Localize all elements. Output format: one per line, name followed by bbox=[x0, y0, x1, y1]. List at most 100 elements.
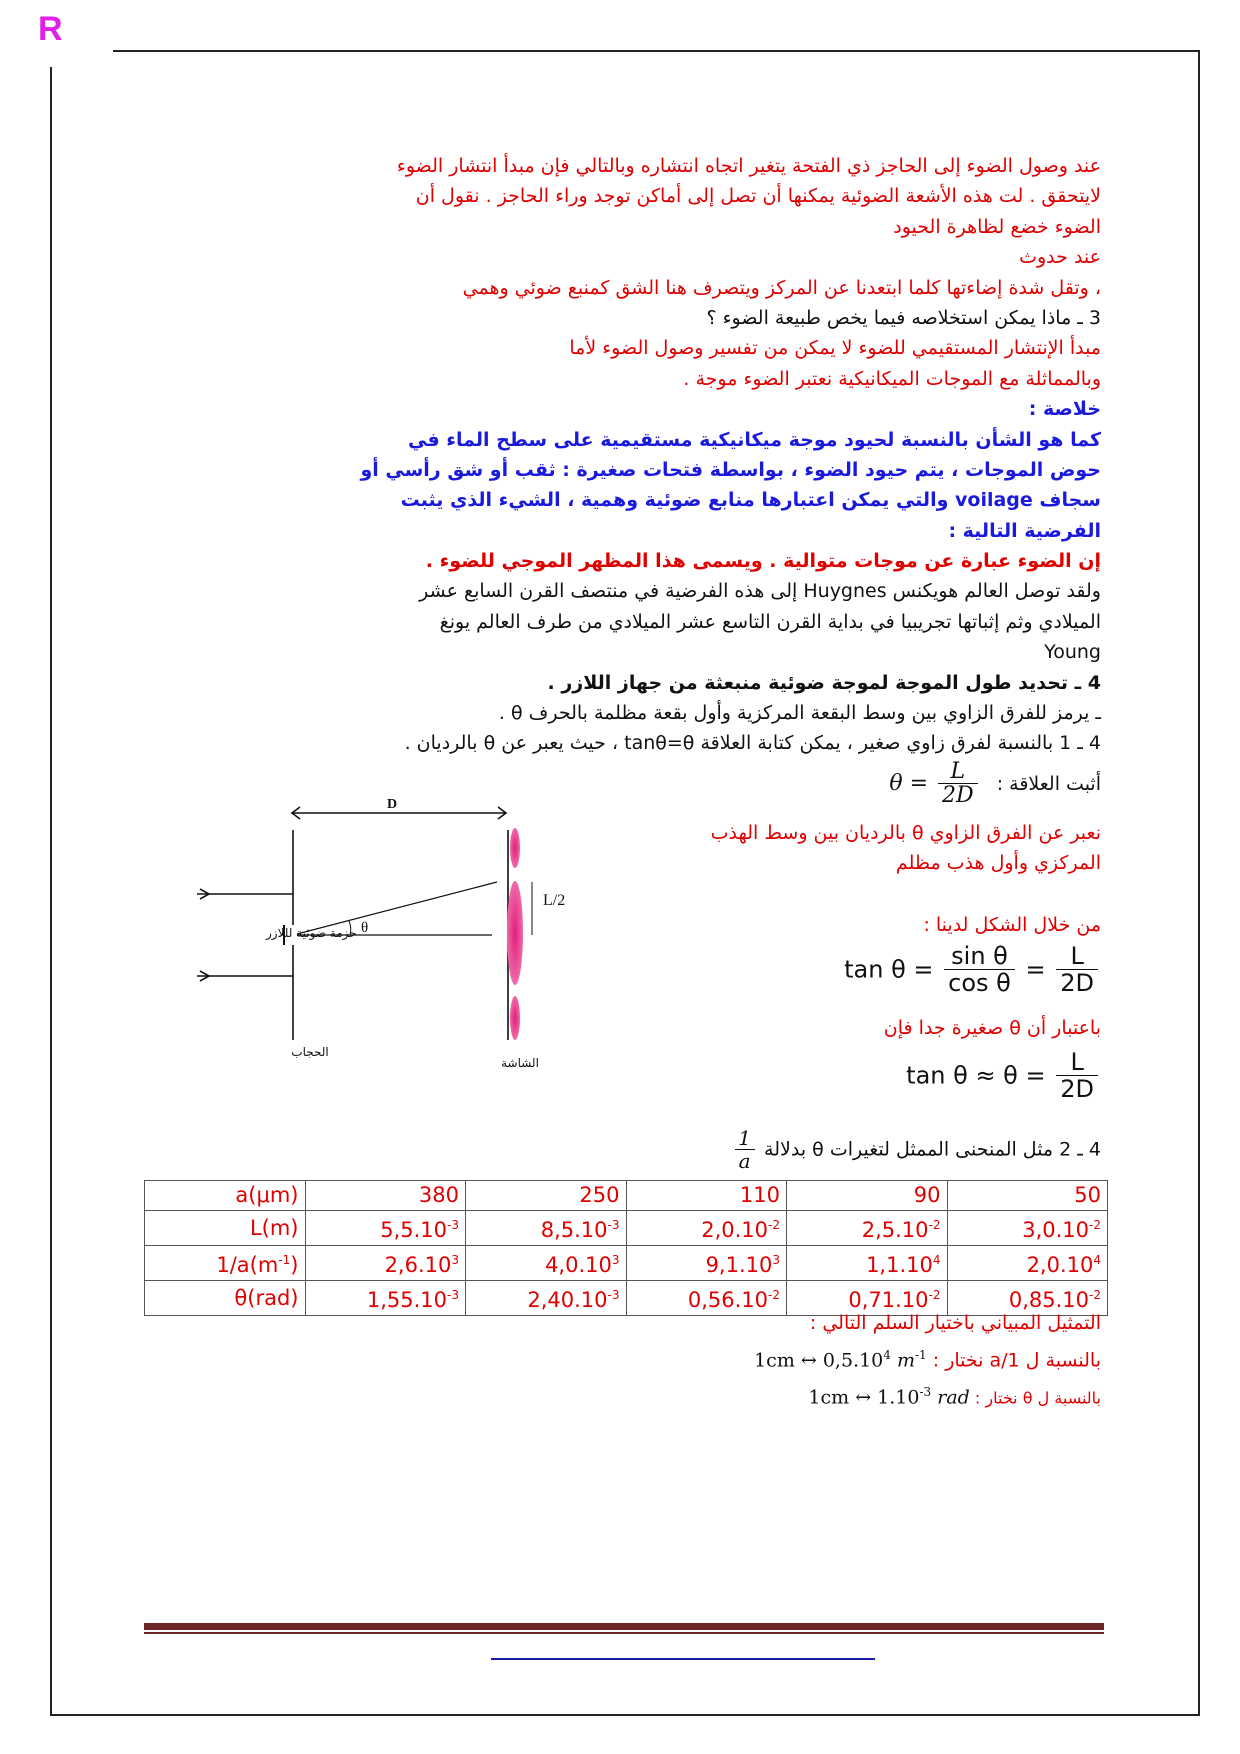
table-row: 1/a(m-1) 2,6.103 4,0.103 9,1.103 1,1.104 2,0.… bbox=[144, 1245, 1108, 1281]
text-line: الميلادي وثم إثباتها تجريبيا في بداية ال… bbox=[439, 610, 1101, 633]
text-line: عند حدوث bbox=[1019, 246, 1101, 269]
formula-den: 2D bbox=[938, 783, 978, 808]
frac-num: 1 bbox=[738, 1126, 751, 1150]
proof-prompt-line: أثبت العلاقة : θ = L 2D bbox=[889, 760, 1101, 808]
cell-mantissa: 0,85.10 bbox=[1008, 1288, 1090, 1312]
cell-exponent: -2 bbox=[1089, 1218, 1101, 1232]
diffracted-ray bbox=[296, 881, 498, 935]
table-cell: 4,0.103 bbox=[465, 1245, 627, 1281]
exp: -3 bbox=[919, 1385, 932, 1399]
scale-theta: بالنسبة ل θ نختار : 1cm ↔ 1.10-3 rad bbox=[808, 1377, 1101, 1413]
beam-label: حزمة ضوئية لللازر bbox=[265, 926, 357, 941]
tan-formula: tan θ = sin θ cos θ = L 2D bbox=[844, 942, 1101, 997]
cell-mantissa: 1/a(m bbox=[216, 1253, 279, 1277]
text-line: وبالمماثلة مع الموجات الميكانيكية نعتبر … bbox=[683, 367, 1101, 390]
fringe-top bbox=[510, 828, 520, 868]
logo: R bbox=[38, 10, 63, 48]
arrow-head-left bbox=[290, 806, 301, 820]
value: 1cm ↔ 0,5.10 bbox=[754, 1349, 884, 1372]
table-cell: 250 bbox=[465, 1180, 627, 1211]
question-4-2-text: 4 ـ 2 مثل المنحنى الممثل لتغيرات θ بدلال… bbox=[764, 1138, 1101, 1161]
table-cell: 0,56.10-2 bbox=[625, 1280, 787, 1316]
cell-exponent: -1 bbox=[278, 1253, 291, 1267]
scale-inv-a-label: بالنسبة ل 1/a نختار : bbox=[932, 1349, 1101, 1372]
text-line: ـ يرمز للفرق الزاوي بين وسط البقعة المرك… bbox=[498, 702, 1101, 725]
small-angle: باعتبار أن θ صغيرة جدا فإن bbox=[883, 1017, 1101, 1039]
cell-exponent: -3 bbox=[607, 1288, 620, 1302]
fringe-bottom bbox=[510, 996, 520, 1040]
value: 1cm ↔ 1.10 bbox=[808, 1386, 920, 1409]
cell-mantissa: 0,56.10 bbox=[687, 1288, 769, 1312]
cell-exponent: -3 bbox=[447, 1218, 459, 1232]
diffraction-diagram: D L/2 θ حزمة ضوئية لللازر الحجاب الشاشة bbox=[197, 797, 565, 1070]
table-cell: 0,85.10-2 bbox=[946, 1280, 1108, 1316]
table-row: θ(rad) 1,55.10-3 2,40.10-3 0,56.10-2 0,71.10… bbox=[144, 1280, 1108, 1316]
frac-den: a bbox=[734, 1149, 755, 1172]
right-border bbox=[1198, 50, 1200, 1716]
formula-theta: θ = L 2D bbox=[889, 760, 980, 808]
from-figure: من خلال الشكل لدينا : bbox=[923, 914, 1101, 936]
exp: 4 bbox=[883, 1348, 891, 1362]
cell-mantissa: 2,5.10 bbox=[861, 1218, 929, 1242]
body-text: عند وصول الضوء إلى الحاجز ذي الفتحة يتغي… bbox=[101, 151, 1101, 759]
proof-prompt: أثبت العلاقة : bbox=[996, 773, 1101, 796]
cell-mantissa: 5,5.10 bbox=[380, 1218, 448, 1242]
question-4-2: 4 ـ 2 مثل المنحنى الممثل لتغيرات θ بدلال… bbox=[731, 1128, 1101, 1172]
summary-line: الفرضية التالية : bbox=[948, 519, 1101, 542]
row-label: a(μm) bbox=[144, 1180, 306, 1211]
cell-exponent: 3 bbox=[451, 1253, 459, 1267]
scale-inv-a: بالنسبة ل 1/a نختار : 1cm ↔ 0,5.104 m-1 bbox=[754, 1340, 1101, 1375]
section-4-heading: 4 ـ تحديد طول الموجة لموجة ضوئية منبعثة … bbox=[547, 671, 1101, 694]
label-L-half: L/2 bbox=[543, 892, 565, 909]
cell-exponent: -2 bbox=[928, 1288, 941, 1302]
scale-inv-a-value: 1cm ↔ 0,5.104 m-1 bbox=[754, 1340, 927, 1375]
formula-num: L bbox=[950, 759, 966, 784]
table-cell: 9,1.103 bbox=[625, 1245, 787, 1281]
footer-bar bbox=[144, 1623, 1104, 1630]
question-3: 3 ـ ماذا يمكن استخلاصه فيما يخص طبيعة ال… bbox=[706, 306, 1101, 329]
cell-mantissa: 1,1.10 bbox=[866, 1253, 933, 1277]
label-D: D bbox=[387, 797, 397, 812]
equals: = bbox=[1025, 955, 1046, 984]
approx-lhs: tan θ ≈ θ = bbox=[906, 1061, 1046, 1090]
formula-lhs: θ = bbox=[889, 771, 929, 797]
left-border bbox=[50, 67, 52, 1715]
table-cell: 380 bbox=[304, 1180, 466, 1211]
unit: m bbox=[896, 1349, 915, 1372]
cell-mantissa: 3,0.10 bbox=[1022, 1218, 1090, 1242]
unit: rad bbox=[937, 1386, 970, 1409]
tan-num: sin θ bbox=[951, 942, 1008, 970]
l-num: L bbox=[1070, 1048, 1084, 1076]
cell-exponent: 3 bbox=[772, 1253, 780, 1267]
cell-exponent: -2 bbox=[768, 1288, 780, 1302]
text-line: لايتحقق . لت هذه الأشعة الضوئية يمكنها أ… bbox=[415, 185, 1101, 208]
summary-heading: خلاصة : bbox=[1028, 398, 1101, 421]
table-cell: 2,5.10-2 bbox=[786, 1210, 948, 1246]
footer-link-line bbox=[491, 1658, 875, 1660]
table-cell: 5,5.10-3 bbox=[304, 1210, 466, 1246]
table-cell: 1,55.10-3 bbox=[304, 1280, 466, 1316]
cell-exponent: -2 bbox=[928, 1218, 941, 1232]
unit-exp: -1 bbox=[915, 1348, 927, 1362]
text-line: ولقد توصل العالم هويكنس Huygnes إلى هذه … bbox=[419, 580, 1101, 603]
cell-mantissa: 2,0.10 bbox=[701, 1218, 769, 1242]
table-cell: 2,6.103 bbox=[304, 1245, 466, 1281]
cell-mantissa: 8,5.10 bbox=[540, 1218, 608, 1242]
cell-exponent: -3 bbox=[447, 1288, 459, 1302]
cell-exponent: -3 bbox=[607, 1218, 620, 1232]
approx-formula: tan θ ≈ θ = L 2D bbox=[906, 1048, 1101, 1103]
table-row: L(m) 5,5.10-3 8,5.10-3 2,0.10-2 2,5.10-2 3,0.… bbox=[144, 1210, 1108, 1246]
cell-mantissa: 4,0.10 bbox=[545, 1253, 612, 1277]
table-row: a(μm) 380 250 110 90 50 bbox=[144, 1180, 1108, 1211]
cell-mantissa: 2,40.10 bbox=[527, 1288, 608, 1312]
cell-mantissa: 9,1.10 bbox=[705, 1253, 773, 1277]
cell-exponent: 4 bbox=[1093, 1253, 1101, 1267]
scale-theta-label: بالنسبة ل θ نختار : bbox=[974, 1388, 1101, 1408]
text-line: عند وصول الضوء إلى الحاجز ذي الفتحة يتغي… bbox=[396, 155, 1101, 177]
table-cell: 3,0.10-2 bbox=[946, 1210, 1108, 1246]
tan-den: cos θ bbox=[944, 969, 1015, 997]
screen-label: الشاشة bbox=[501, 1056, 539, 1070]
table-cell: 2,0.104 bbox=[946, 1245, 1108, 1281]
row-label: 1/a(m-1) bbox=[144, 1245, 306, 1281]
footer-bar-thin bbox=[144, 1632, 1104, 1634]
